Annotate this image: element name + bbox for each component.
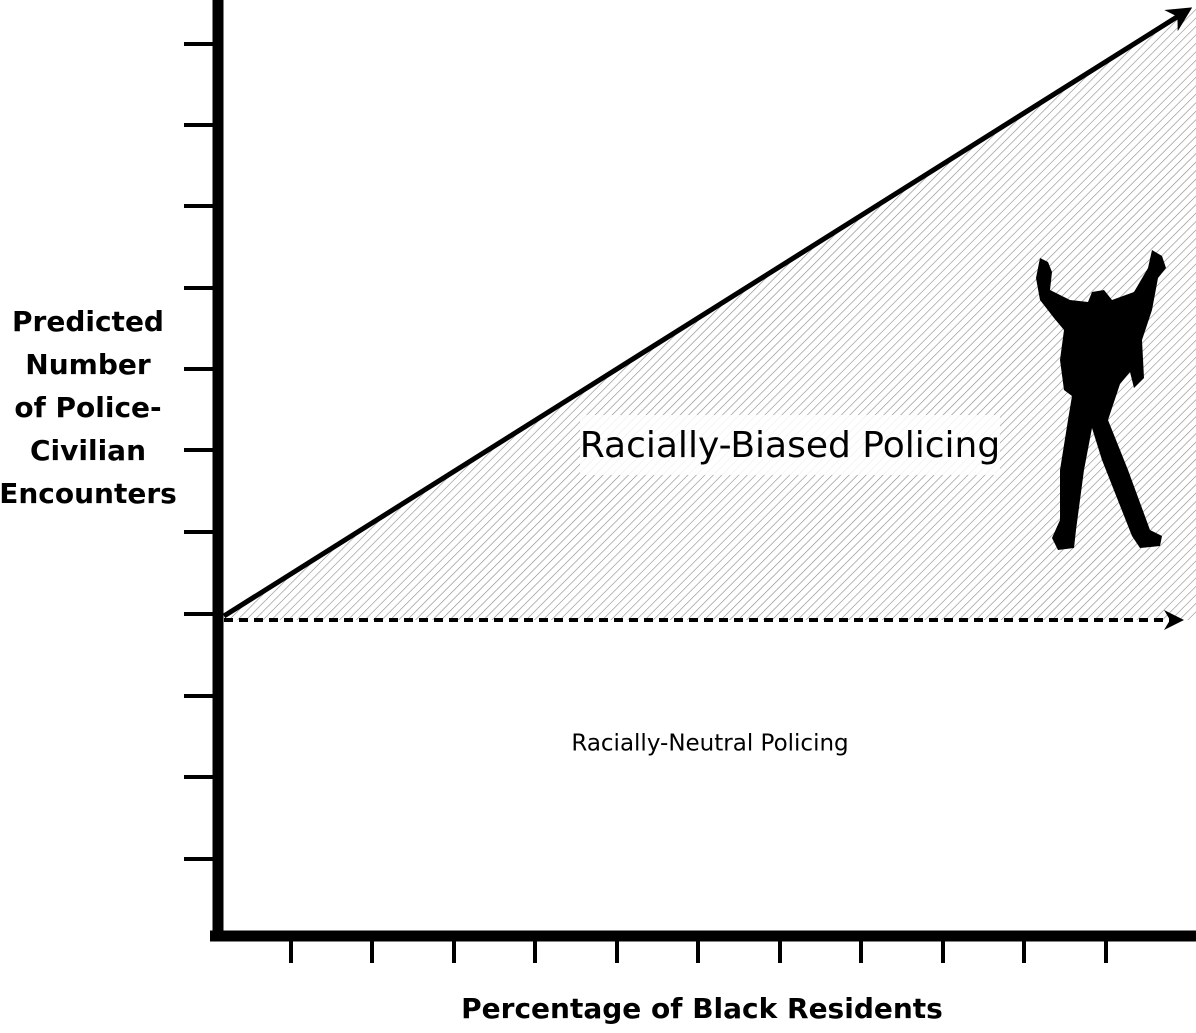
- x-axis-label: Percentage of Black Residents: [461, 992, 943, 1025]
- label-halo: [580, 415, 1000, 475]
- y-label-line: of Police-: [14, 391, 161, 424]
- y-label-line: Predicted: [12, 305, 164, 338]
- neutral-label: Racially-Neutral Policing: [571, 731, 848, 757]
- y-label-line: Civilian: [30, 434, 146, 467]
- biased-label: Racially-Biased Policing: [580, 425, 1000, 466]
- y-label-line: Encounters: [0, 477, 177, 510]
- x-ticks: [289, 936, 1108, 963]
- silhouette: [1036, 250, 1166, 550]
- y-label-line: Number: [25, 348, 151, 381]
- y-ticks: [184, 42, 218, 861]
- biased-line: [222, 7, 1193, 619]
- biased-region: [224, 8, 1196, 620]
- y-axis-label: Predicted Number of Police- Civilian Enc…: [0, 305, 177, 510]
